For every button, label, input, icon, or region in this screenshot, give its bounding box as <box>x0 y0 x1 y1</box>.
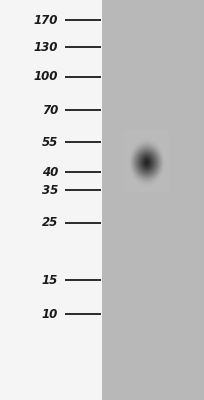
Text: 10: 10 <box>42 308 58 320</box>
Text: 70: 70 <box>42 104 58 117</box>
Text: 100: 100 <box>34 70 58 83</box>
Text: 170: 170 <box>34 14 58 26</box>
Text: 15: 15 <box>42 274 58 286</box>
Text: 55: 55 <box>42 136 58 148</box>
Text: 130: 130 <box>34 41 58 54</box>
Text: 40: 40 <box>42 166 58 179</box>
Text: 25: 25 <box>42 216 58 229</box>
Bar <box>102 0 204 400</box>
Bar <box>0 0 102 400</box>
Text: 35: 35 <box>42 184 58 197</box>
